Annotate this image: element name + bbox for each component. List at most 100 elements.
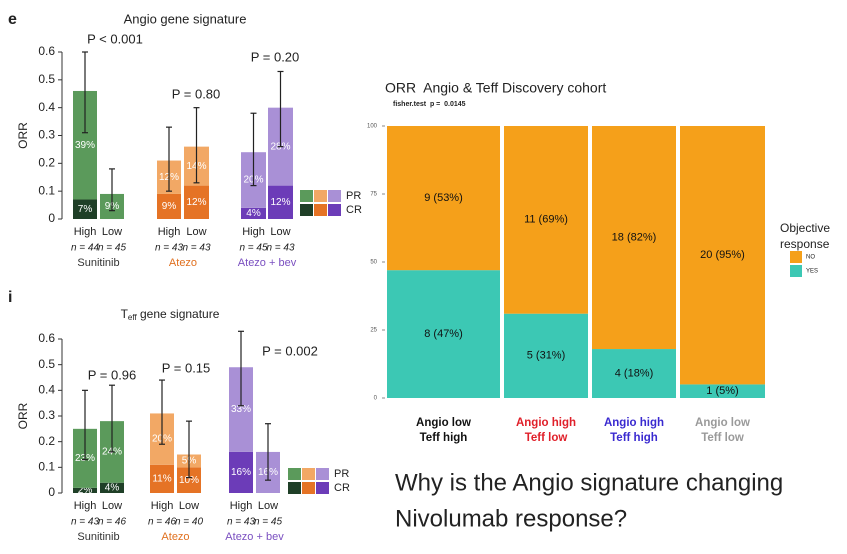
- legend-swatch: [288, 482, 301, 494]
- y-tick-label: 0: [48, 211, 55, 225]
- x-tick-label: Teff high: [610, 432, 658, 444]
- error-bar: [238, 330, 244, 407]
- error-bar: [109, 384, 115, 453]
- x-tick-label: Teff high: [420, 432, 468, 444]
- error-bar: [250, 112, 257, 187]
- y-tick-label: 0.1: [38, 460, 55, 474]
- legend-swatch: [302, 482, 315, 494]
- y-tick-label: 0: [374, 396, 378, 402]
- p-value: P = 0.80: [172, 86, 221, 101]
- chart-title: Angio gene signature: [124, 11, 247, 26]
- error-bar: [186, 420, 192, 479]
- bar-segment: [592, 126, 676, 350]
- group-label: Atezo: [161, 531, 189, 543]
- y-tick-label: 0.4: [38, 100, 55, 114]
- n-label: n = 45: [254, 517, 283, 528]
- x-tick-label: Low: [270, 226, 290, 238]
- p-value: P = 0.15: [162, 360, 211, 375]
- x-tick-label: Low: [102, 226, 122, 238]
- error-bar: [82, 389, 88, 461]
- bar-segment: [73, 487, 97, 493]
- value-label: 33%: [231, 404, 251, 415]
- y-tick-label: 0: [48, 485, 55, 499]
- y-tick-label: 25: [370, 328, 377, 334]
- group-label: Sunitinib: [77, 257, 119, 269]
- value-label: 11 (69%): [524, 214, 568, 226]
- bar-segment: [680, 126, 765, 385]
- legend-title: Objective: [780, 221, 830, 235]
- error-bar: [277, 70, 284, 148]
- bar-segment: [241, 207, 266, 219]
- p-value: P < 0.001: [87, 31, 143, 46]
- legend-swatch: [328, 204, 341, 216]
- group-label: Atezo: [169, 257, 197, 269]
- caption-line: Nivolumab response?: [395, 505, 627, 532]
- bar-segment: [150, 464, 174, 493]
- value-label: 18 (82%): [612, 231, 657, 243]
- legend-label: NO: [806, 255, 815, 261]
- n-label: n = 45: [239, 243, 268, 254]
- value-label: 2%: [78, 485, 93, 496]
- value-label: 9%: [162, 201, 177, 212]
- x-tick-label: Angio low: [695, 417, 750, 429]
- n-label: n = 44: [71, 243, 100, 254]
- p-value: P = 0.002: [262, 343, 318, 358]
- legend-swatch: [790, 251, 802, 263]
- group-label: Atezo + bev: [225, 531, 284, 543]
- legend-swatch: [314, 204, 327, 216]
- panel-label: e: [8, 11, 17, 28]
- legend-title: response: [780, 237, 830, 251]
- legend-swatch: [314, 190, 327, 202]
- bar-segment: [100, 482, 124, 493]
- bar-segment: [387, 126, 500, 271]
- bar-segment: [73, 199, 97, 219]
- bar-segment: [504, 126, 588, 314]
- error-bar: [159, 379, 165, 445]
- x-tick-label: High: [158, 226, 181, 238]
- error-bar: [265, 423, 271, 481]
- x-tick-label: High: [151, 500, 174, 512]
- value-label: 12%: [186, 197, 206, 208]
- x-tick-label: Angio low: [416, 417, 471, 429]
- value-label: 10%: [179, 475, 199, 486]
- panel-label: i: [8, 289, 12, 306]
- x-tick-label: High: [230, 500, 253, 512]
- y-axis-label: ORR: [16, 122, 30, 149]
- legend-swatch: [300, 190, 313, 202]
- chart-subtitle: fisher.test p = 0.0145: [393, 101, 466, 108]
- value-label: 8 (47%): [424, 328, 463, 340]
- legend-label: PR: [346, 190, 361, 202]
- n-label: n = 43: [182, 243, 211, 254]
- value-label: 5 (31%): [527, 350, 566, 362]
- p-value: P = 0.96: [88, 367, 137, 382]
- n-label: n = 43: [227, 517, 256, 528]
- group-label: Atezo + bev: [238, 257, 297, 269]
- y-tick-label: 0.6: [38, 331, 55, 345]
- group-label: Sunitinib: [77, 531, 119, 543]
- value-label: 7%: [78, 204, 93, 215]
- y-tick-label: 75: [370, 192, 377, 198]
- legend-label: YES: [806, 269, 818, 275]
- title-subscript: eff: [128, 313, 138, 322]
- legend-swatch: [790, 265, 802, 277]
- x-tick-label: High: [242, 226, 265, 238]
- error-bar: [166, 126, 172, 192]
- y-tick-label: 0.6: [38, 44, 55, 58]
- chart-title: ORR Angio & Teff Discovery cohort: [385, 80, 606, 96]
- y-tick-label: 0.1: [38, 183, 55, 197]
- value-label: 16%: [231, 467, 251, 478]
- y-tick-label: 0.3: [38, 408, 55, 422]
- x-tick-label: Low: [179, 500, 199, 512]
- y-tick-label: 0.3: [38, 128, 55, 142]
- value-label: 4 (18%): [615, 367, 654, 379]
- legend-swatch: [302, 468, 315, 480]
- error-bar: [82, 51, 88, 134]
- legend-swatch: [288, 468, 301, 480]
- bar-segment: [184, 185, 209, 219]
- n-label: n = 43: [71, 517, 100, 528]
- legend-swatch: [328, 190, 341, 202]
- x-tick-label: Angio high: [516, 417, 576, 429]
- title-part: gene signature: [137, 307, 220, 321]
- x-tick-label: Low: [102, 500, 122, 512]
- n-label: n = 46: [98, 517, 127, 528]
